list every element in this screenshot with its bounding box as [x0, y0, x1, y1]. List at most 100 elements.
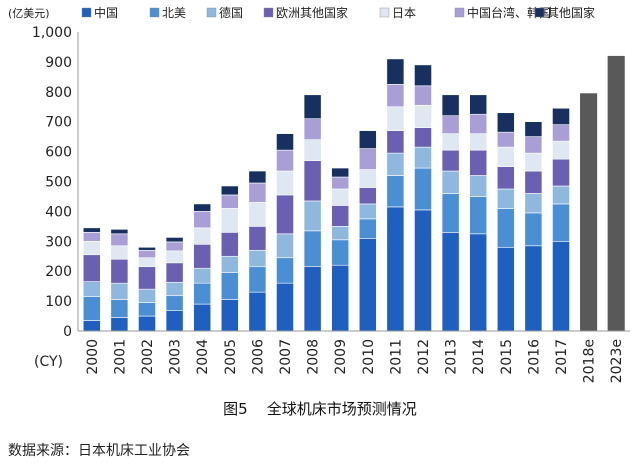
bar-segment-2009-6: [331, 167, 350, 178]
bar-segment-2016-1: [524, 212, 543, 247]
bar-segment-2000-2: [82, 281, 101, 297]
bar-segment-2011-6: [386, 58, 405, 85]
bar-segment-2006-0: [248, 291, 267, 332]
bar-segment-2004-4: [193, 227, 212, 245]
bar-segment-2011-0: [386, 206, 405, 332]
bar-segment-2016-6: [524, 121, 543, 137]
bar-segment-2013-3: [441, 149, 460, 172]
bar-segment-2003-5: [165, 241, 184, 252]
bar-segment-2014-0: [469, 233, 488, 332]
bar-segment-2012-3: [414, 127, 432, 148]
legend-label: 中国台湾、韩国: [467, 5, 551, 20]
x-tick-label: 2003: [168, 339, 184, 375]
bar-segment-2015-2: [496, 188, 515, 209]
bar-segment-2017-2: [552, 185, 570, 205]
bar-segment-2003-2: [165, 281, 184, 297]
x-tick-label: 2004: [195, 339, 211, 375]
y-tick-label: 100: [45, 294, 72, 310]
bar-segment-2013-5: [441, 115, 460, 134]
y-tick-label: 1,000: [32, 25, 72, 41]
x-tick-label: 2006: [250, 339, 266, 375]
bar-segment-2000-6: [82, 227, 101, 233]
bar-segment-2008-5: [303, 118, 322, 140]
bar-segment-2008-4: [303, 139, 322, 161]
bar-segment-2013-0: [441, 232, 460, 332]
y-tick-label: 500: [45, 175, 72, 191]
bar-segment-2004-3: [193, 243, 212, 269]
y-tick-label: 200: [45, 264, 72, 280]
bar-segment-2013-6: [441, 94, 460, 117]
bar-segment-2010-3: [358, 187, 377, 205]
bar-segment-2017-0: [552, 241, 570, 332]
bar-segment-2007-3: [276, 194, 294, 235]
x-tick-label: 2000: [85, 339, 101, 375]
bar-segment-2017-3: [552, 158, 570, 187]
bar-segment-2007-0: [276, 282, 294, 332]
bar-segment-2015-6: [496, 112, 515, 133]
bar-segment-2007-2: [276, 233, 294, 259]
bar-segment-2000-1: [82, 296, 101, 321]
y-tick-label: 400: [45, 204, 72, 220]
bar-segment-2015-1: [496, 208, 515, 248]
legend-label: 中国: [94, 5, 118, 20]
x-tick-label: 2023e: [609, 339, 625, 383]
chart-title: 全球机床市场预测情况: [266, 400, 417, 418]
legend-label: 德国: [219, 5, 243, 20]
bar-segment-2012-2: [414, 146, 432, 169]
bar-segment-2013-1: [441, 193, 460, 233]
bars: [82, 55, 625, 332]
bar-segment-2002-0: [138, 315, 156, 332]
x-tick-label: 2010: [361, 339, 377, 375]
bar-segment-2012-5: [414, 85, 432, 106]
bar-segment-2010-4: [358, 169, 377, 188]
bar-segment-2014-2: [469, 175, 488, 197]
bar-segment-2008-2: [303, 200, 322, 232]
bar-segment-2004-2: [193, 267, 212, 284]
bar-segment-2003-4: [165, 250, 184, 264]
bar-segment-2017-1: [552, 203, 570, 242]
bar-segment-2010-2: [358, 203, 377, 220]
bar-segment-2010-6: [358, 130, 377, 149]
legend-swatch: [263, 7, 274, 18]
x-tick-label: 2017: [554, 339, 570, 375]
bar-segment-2014-1: [469, 196, 488, 235]
x-tick-label: 2014: [471, 339, 487, 375]
bar-segment-2003-0: [165, 310, 184, 332]
bar-segment-2007-5: [276, 149, 294, 172]
bar-segment-2007-4: [276, 170, 294, 196]
y-axis: 0 100 200 300 400 500 600 700 800 900 1,000: [32, 25, 79, 340]
legend-label: 其他国家: [547, 5, 595, 20]
bar-segment-2012-4: [414, 104, 432, 128]
x-tick-label: 2016: [526, 339, 542, 375]
bar-segment-2016-3: [524, 170, 543, 194]
bar-segment-2017-6: [552, 107, 570, 125]
bar-segment-2001-5: [110, 233, 129, 247]
bar-segment-2000-3: [82, 254, 101, 282]
y-tick-label: 300: [45, 234, 72, 250]
x-tick-label: 2007: [278, 339, 294, 375]
legend-label: 欧洲其他国家: [276, 5, 348, 20]
x-tick-label: 2008: [306, 339, 322, 375]
bar-segment-2008-6: [303, 94, 322, 120]
bar-segment-2002-3: [138, 266, 156, 290]
bar-segment-2000-0: [82, 320, 101, 332]
bar-segment-2005-5: [220, 194, 239, 209]
y-tick-label: 700: [45, 115, 72, 131]
bar-segment-2008-0: [303, 266, 322, 332]
bar-segment-2009-4: [331, 188, 350, 206]
bar-segment-2015-0: [496, 246, 515, 332]
figure-label: 图5: [223, 400, 248, 418]
bar-segment-2002-5: [138, 249, 156, 259]
bar-segment-2004-0: [193, 303, 212, 332]
bar-segment-2011-4: [386, 106, 405, 131]
y-tick-label: 0: [63, 324, 72, 340]
bar-segment-2010-1: [358, 218, 377, 239]
bar-segment-2009-5: [331, 176, 350, 190]
bar-segment-2002-2: [138, 288, 156, 303]
unit-label: (亿美元): [8, 7, 50, 20]
legend-swatch: [379, 7, 390, 18]
bar-segment-2009-0: [331, 264, 350, 332]
legend-label: 北美: [162, 6, 186, 20]
